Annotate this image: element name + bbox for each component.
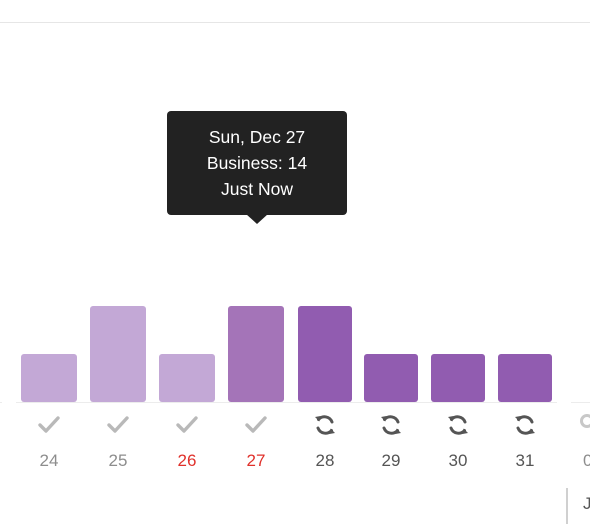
bar-day-30[interactable] bbox=[431, 354, 485, 402]
day-label-partial[interactable]: 0 bbox=[583, 451, 590, 470]
chart-baseline bbox=[0, 402, 590, 403]
partial-divider bbox=[566, 488, 568, 524]
baseline-gap bbox=[2, 398, 16, 407]
partial-status-icon[interactable] bbox=[580, 414, 590, 428]
bar-day-27[interactable] bbox=[228, 306, 284, 402]
check-icon[interactable] bbox=[172, 410, 202, 440]
refresh-icon[interactable] bbox=[310, 410, 340, 440]
day-label-30[interactable]: 30 bbox=[448, 451, 468, 470]
refresh-icon-graphic bbox=[448, 415, 468, 435]
refresh-icon[interactable] bbox=[376, 410, 406, 440]
day-label-29[interactable]: 29 bbox=[381, 451, 401, 470]
bar-day-31[interactable] bbox=[498, 354, 552, 402]
day-label-27[interactable]: 27 bbox=[246, 451, 266, 470]
bar-day-26[interactable] bbox=[159, 354, 215, 402]
day-label-28[interactable]: 28 bbox=[315, 451, 335, 470]
tooltip-business-count: Business: 14 bbox=[206, 153, 308, 173]
tooltip-arrow bbox=[246, 214, 268, 224]
bar-day-28[interactable] bbox=[298, 306, 352, 402]
check-icon[interactable] bbox=[241, 410, 271, 440]
refresh-icon-graphic bbox=[515, 415, 535, 435]
day-tooltip: Sun, Dec 27 Business: 14 Just Now bbox=[167, 111, 347, 224]
check-icon-graphic bbox=[107, 416, 129, 433]
refresh-icon[interactable] bbox=[510, 410, 540, 440]
baseline-gap bbox=[557, 398, 571, 407]
partial-bottom-text: J bbox=[583, 494, 590, 513]
refresh-icon-graphic bbox=[381, 415, 401, 435]
tooltip-time: Just Now bbox=[221, 179, 293, 199]
day-label-26[interactable]: 26 bbox=[177, 451, 197, 470]
bar-day-24[interactable] bbox=[21, 354, 77, 402]
check-icon[interactable] bbox=[103, 410, 133, 440]
day-label-31[interactable]: 31 bbox=[515, 451, 535, 470]
top-divider bbox=[0, 22, 590, 23]
day-label-25[interactable]: 25 bbox=[108, 451, 128, 470]
check-icon-graphic bbox=[245, 416, 267, 433]
tooltip-date: Sun, Dec 27 bbox=[208, 127, 306, 147]
check-icon-graphic bbox=[176, 416, 198, 433]
refresh-icon-graphic bbox=[315, 415, 335, 435]
bar-day-25[interactable] bbox=[90, 306, 146, 402]
bar-day-29[interactable] bbox=[364, 354, 418, 402]
refresh-icon[interactable] bbox=[443, 410, 473, 440]
check-icon[interactable] bbox=[34, 410, 64, 440]
day-label-24[interactable]: 24 bbox=[39, 451, 59, 470]
check-icon-graphic bbox=[38, 416, 60, 433]
